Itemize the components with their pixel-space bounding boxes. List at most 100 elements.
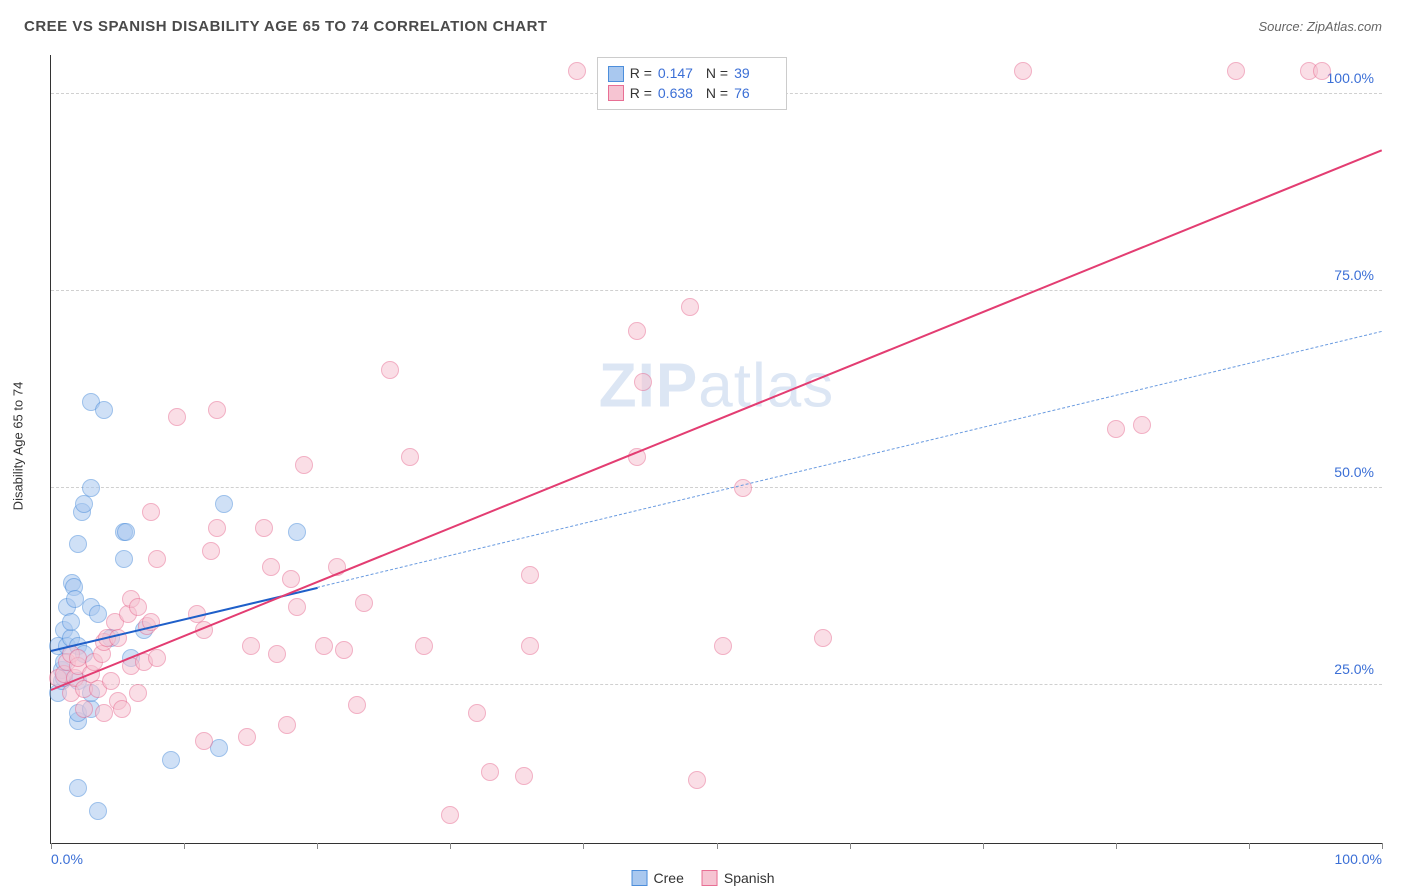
data-point [441,806,459,824]
data-point [117,523,135,541]
x-tick-mark [317,843,318,849]
legend-series-label: Cree [654,870,684,886]
data-point [113,700,131,718]
data-point [688,771,706,789]
y-axis-label: Disability Age 65 to 74 [11,382,26,511]
data-point [215,495,233,513]
data-point [268,645,286,663]
data-point [162,751,180,769]
data-point [242,637,260,655]
data-point [69,535,87,553]
data-point [515,767,533,785]
data-point [295,456,313,474]
trend-line [317,331,1382,588]
data-point [129,598,147,616]
chart-source: Source: ZipAtlas.com [1258,19,1382,34]
x-tick-mark [717,843,718,849]
data-point [102,672,120,690]
legend-text: 0.147 [658,64,700,84]
data-point [481,763,499,781]
x-tick-mark [51,843,52,849]
y-tick-label: 75.0% [1334,267,1374,283]
data-point [401,448,419,466]
legend-row: R =0.638N =76 [608,84,776,104]
x-tick-mark [1116,843,1117,849]
data-point [315,637,333,655]
data-point [1107,420,1125,438]
data-point [115,550,133,568]
legend-text: 76 [734,84,776,104]
legend-text: N = [706,84,728,104]
gridline [51,290,1382,291]
data-point [681,298,699,316]
legend-series-label: Spanish [724,870,775,886]
data-point [1133,416,1151,434]
data-point [75,700,93,718]
data-point [335,641,353,659]
data-point [262,558,280,576]
legend-series-item: Cree [632,870,684,886]
data-point [288,523,306,541]
y-tick-label: 100.0% [1327,70,1374,86]
data-point [69,779,87,797]
data-point [95,401,113,419]
data-point [568,62,586,80]
trend-line [51,150,1383,692]
legend-swatch [702,870,718,886]
data-point [208,519,226,537]
data-point [75,495,93,513]
data-point [634,373,652,391]
data-point [415,637,433,655]
data-point [238,728,256,746]
data-point [521,637,539,655]
gridline [51,487,1382,488]
data-point [628,322,646,340]
gridline [51,684,1382,685]
x-tick-mark [983,843,984,849]
data-point [521,566,539,584]
x-tick-mark [184,843,185,849]
data-point [129,684,147,702]
data-point [168,408,186,426]
data-point [255,519,273,537]
data-point [278,716,296,734]
data-point [62,613,80,631]
legend-swatch [608,66,624,82]
data-point [288,598,306,616]
data-point [355,594,373,612]
legend-text: R = [630,64,652,84]
legend-text: 0.638 [658,84,700,104]
x-tick-mark [850,843,851,849]
chart-header: CREE VS SPANISH DISABILITY AGE 65 TO 74 … [0,0,1406,47]
data-point [1014,62,1032,80]
x-tick-mark [1249,843,1250,849]
x-tick-mark [583,843,584,849]
x-tick-mark [450,843,451,849]
data-point [468,704,486,722]
data-point [714,637,732,655]
scatter-chart: ZIPatlas 25.0%50.0%75.0%100.0%0.0%100.0%… [50,55,1382,844]
data-point [148,550,166,568]
x-tick-label: 0.0% [51,851,83,867]
legend-text: 39 [734,64,776,84]
data-point [142,503,160,521]
data-point [282,570,300,588]
legend-row: R = 0.147 N = 39 [608,64,776,84]
data-point [82,479,100,497]
chart-title: CREE VS SPANISH DISABILITY AGE 65 TO 74 … [24,18,548,35]
x-tick-mark [1382,843,1383,849]
data-point [814,629,832,647]
legend-text: N = [706,64,728,84]
data-point [202,542,220,560]
legend-swatch [632,870,648,886]
data-point [348,696,366,714]
y-tick-label: 50.0% [1334,464,1374,480]
data-point [1313,62,1331,80]
x-tick-label: 100.0% [1335,851,1382,867]
data-point [1227,62,1245,80]
data-point [89,802,107,820]
legend-series-item: Spanish [702,870,775,886]
data-point [381,361,399,379]
data-point [208,401,226,419]
watermark-light: atlas [698,351,834,420]
